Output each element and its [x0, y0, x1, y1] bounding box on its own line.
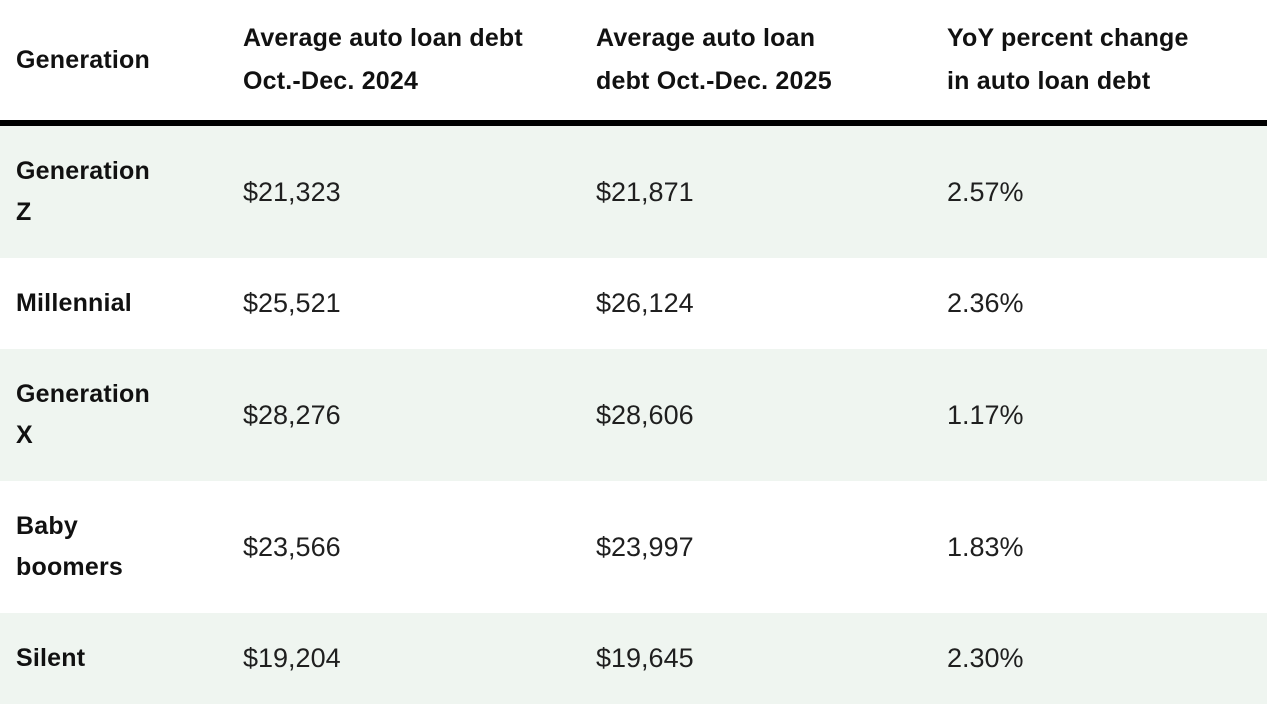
- table-row-baby-boomers: Baby boomers $23,566 $23,997 1.83%: [0, 481, 1267, 613]
- cell-debt-2024: $21,323: [243, 176, 341, 207]
- cell-yoy-change: 1.17%: [947, 399, 1024, 430]
- table-row-silent: Silent $19,204 $19,645 2.30%: [0, 613, 1267, 704]
- cell-yoy-change: 2.36%: [947, 288, 1024, 318]
- table-header: Generation Average auto loan debt Oct.-D…: [0, 0, 1267, 126]
- cell-generation: Generation X: [16, 380, 150, 449]
- cell-debt-2025: $28,606: [596, 399, 694, 430]
- col-header-debt-2025: Average auto loan debt Oct.-Dec. 2025: [580, 0, 931, 126]
- col-header-yoy-change: YoY percent change in auto loan debt: [931, 0, 1267, 126]
- table-body: Generation Z $21,323 $21,871 2.57% Mille…: [0, 123, 1267, 704]
- cell-generation: Millennial: [16, 289, 132, 317]
- table-row-generation-z: Generation Z $21,323 $21,871 2.57%: [0, 123, 1267, 258]
- auto-loan-debt-table: Generation Average auto loan debt Oct.-D…: [0, 0, 1267, 704]
- col-header-debt-2024: Average auto loan debt Oct.-Dec. 2024: [227, 0, 580, 126]
- cell-debt-2024: $28,276: [243, 399, 341, 430]
- table-row-generation-x: Generation X $28,276 $28,606 1.17%: [0, 349, 1267, 481]
- cell-debt-2024: $19,204: [243, 643, 341, 673]
- cell-generation: Silent: [16, 644, 86, 672]
- cell-debt-2025: $26,124: [596, 288, 694, 318]
- table-header-row: Generation Average auto loan debt Oct.-D…: [0, 0, 1267, 126]
- table-row-millennial: Millennial $25,521 $26,124 2.36%: [0, 258, 1267, 349]
- cell-yoy-change: 2.57%: [947, 176, 1024, 207]
- cell-debt-2024: $23,566: [243, 531, 341, 562]
- cell-generation: Generation Z: [16, 157, 150, 226]
- cell-debt-2025: $23,997: [596, 531, 694, 562]
- cell-debt-2025: $19,645: [596, 643, 694, 673]
- cell-debt-2025: $21,871: [596, 176, 694, 207]
- col-header-generation: Generation: [0, 0, 227, 126]
- cell-generation: Baby boomers: [16, 512, 123, 581]
- cell-yoy-change: 2.30%: [947, 643, 1024, 673]
- cell-debt-2024: $25,521: [243, 288, 341, 318]
- cell-yoy-change: 1.83%: [947, 531, 1024, 562]
